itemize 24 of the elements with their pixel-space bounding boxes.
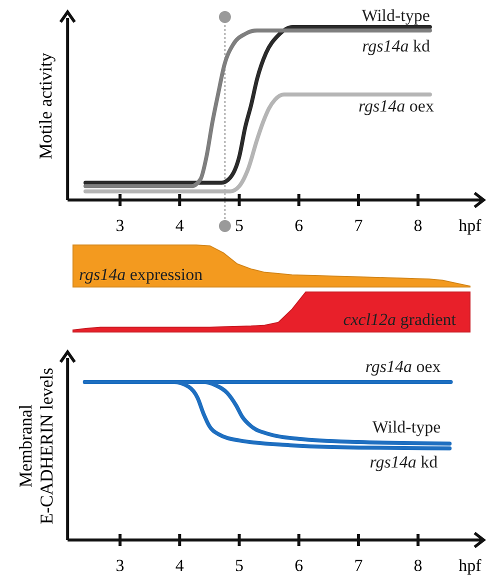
x-tick-label: 5 bbox=[234, 216, 244, 235]
x-tick-label: 6 bbox=[294, 556, 304, 575]
x-tick-label: 5 bbox=[234, 556, 244, 575]
series-label: rgs14a kd bbox=[370, 452, 438, 472]
x-tick-label: 7 bbox=[354, 216, 364, 235]
y-axis-title: Membranal E-CADHERIN levels bbox=[16, 368, 57, 524]
series-label: Wild-type bbox=[372, 418, 441, 437]
x-tick-label: 8 bbox=[414, 556, 422, 575]
x-tick-label: 8 bbox=[414, 216, 422, 235]
y-axis-title: Motile activity bbox=[36, 52, 56, 160]
x-tick-label: 6 bbox=[294, 216, 304, 235]
x-tick-label: 4 bbox=[175, 556, 184, 575]
x-tick-label: 4 bbox=[175, 216, 184, 235]
series-label: rgs14a expression bbox=[79, 265, 204, 284]
series-label: rgs14a oex bbox=[358, 96, 434, 116]
x-tick-label: 3 bbox=[116, 216, 124, 235]
x-axis-title: hpf bbox=[458, 556, 482, 575]
x-axis-title: hpf bbox=[458, 216, 482, 235]
series-label: Wild-type bbox=[362, 6, 430, 25]
series-label: cxcl12a gradient bbox=[343, 310, 456, 329]
x-tick-label: 7 bbox=[354, 556, 364, 575]
series-label: rgs14a kd bbox=[362, 36, 430, 56]
series-label: rgs14a oex bbox=[365, 357, 442, 376]
x-tick-label: 3 bbox=[116, 556, 124, 575]
